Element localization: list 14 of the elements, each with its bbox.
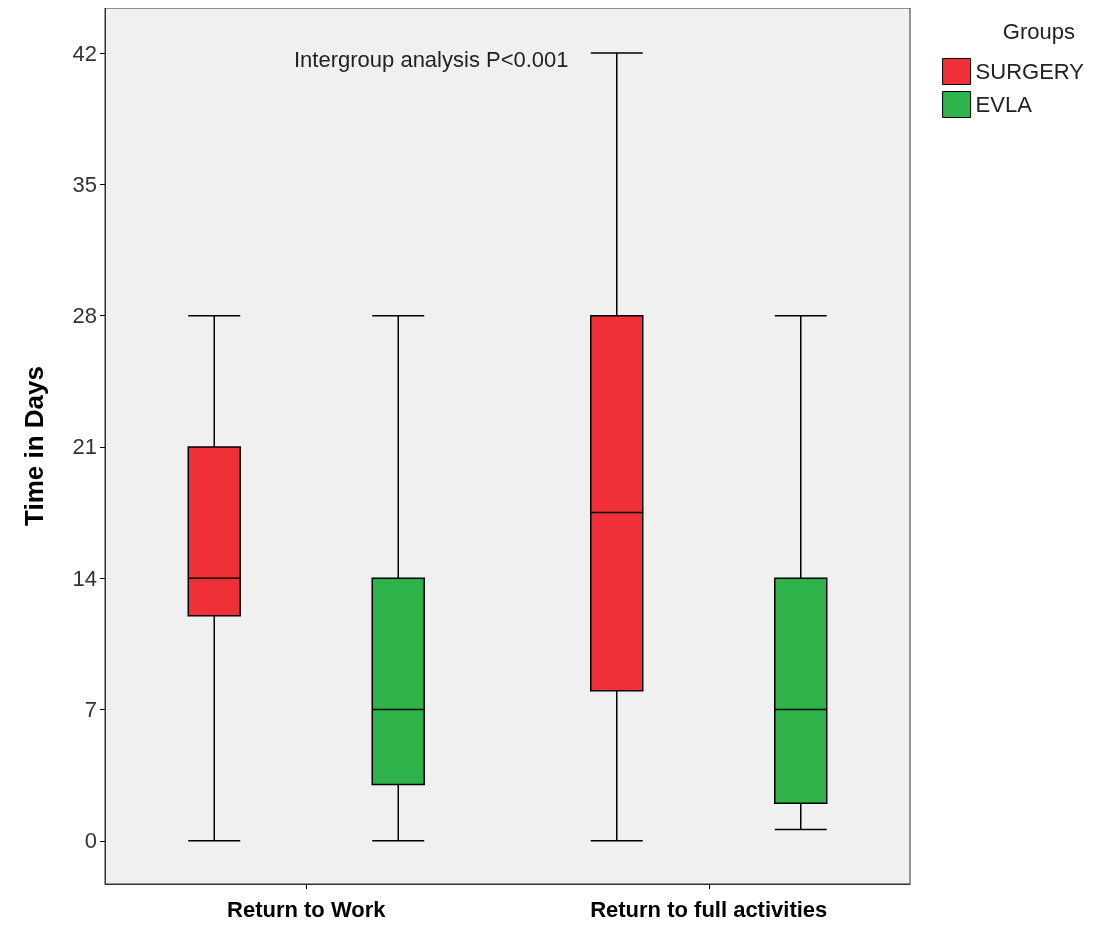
y-tick-label: 7: [84, 697, 97, 723]
y-tick-label: 21: [72, 434, 97, 460]
y-tick-label: 35: [72, 171, 97, 197]
y-tick-label: 42: [72, 40, 97, 66]
legend-label: EVLA: [975, 92, 1033, 117]
annotation: Intergroup analysis P<0.001: [294, 46, 569, 72]
legend-label: SURGERY: [975, 59, 1085, 84]
x-tick-label: Return to full activities: [590, 896, 828, 922]
y-axis-title: Time in Days: [19, 366, 49, 526]
legend-title: Groups: [1002, 18, 1076, 44]
y-tick-label: 0: [84, 828, 97, 854]
y-tick-label: 14: [72, 565, 97, 591]
y-tick-label: 28: [72, 303, 97, 329]
x-tick-label: Return to Work: [227, 896, 387, 922]
